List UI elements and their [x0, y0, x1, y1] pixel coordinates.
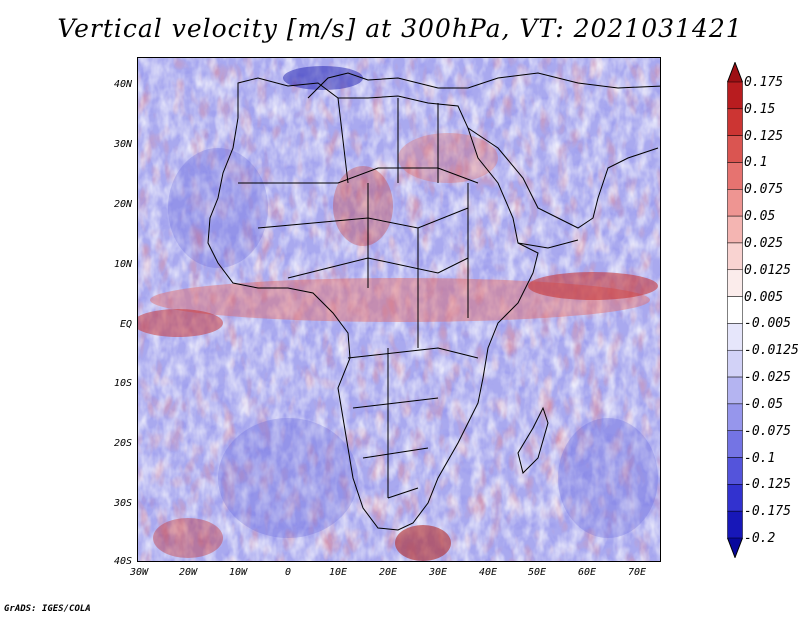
colorbar-swatch [727, 323, 743, 351]
lat-label-40s: 40S [113, 556, 132, 567]
colorbar-label: -0.075 [744, 423, 791, 439]
south-atlantic-band [153, 518, 223, 558]
lat-label-10s: 10S [113, 378, 132, 389]
lat-label-10n: 10N [113, 259, 132, 270]
colorbar-label: 0.025 [744, 235, 784, 251]
lon-label-20w: 20W [178, 567, 198, 578]
colorbar-swatch-bottom [727, 538, 743, 558]
colorbar-top-arrow [727, 62, 743, 83]
velocity-field [138, 58, 660, 561]
indian-ocean-band [528, 272, 658, 300]
colorbar-label: 0.0125 [744, 262, 791, 278]
coastlines [207, 72, 660, 531]
footer-credit: GrADS: IGES/COLA [4, 604, 91, 614]
colorbar-swatch [727, 135, 743, 163]
map-plot-area [137, 57, 661, 562]
atlantic-band [138, 309, 223, 337]
colorbar-swatch [727, 242, 743, 271]
colorbar-swatch [727, 162, 743, 190]
colorbar-swatch [727, 484, 743, 512]
chart-title: Vertical velocity [m/s] at 300hPa, VT: 2… [57, 14, 743, 43]
colorbar-label: -0.2 [744, 531, 776, 546]
field-neutral-texture [138, 58, 660, 561]
colorbar-bottom-arrow [727, 537, 743, 558]
lat-label-20s: 20S [113, 438, 132, 449]
colorbar-swatch [727, 376, 743, 405]
colorbar-label: -0.1 [744, 450, 776, 466]
lon-label-40e: 40E [478, 567, 498, 578]
colorbar [727, 62, 743, 558]
colorbar-swatch [727, 457, 743, 485]
cool-region-east [558, 418, 658, 538]
lon-label-30e: 30E [428, 567, 448, 578]
colorbar-label: 0.15 [744, 101, 776, 117]
colorbar-label: 0.175 [744, 75, 784, 90]
lon-label-10e: 10E [328, 567, 348, 578]
colorbar-label: -0.125 [744, 477, 791, 493]
colorbar-label: -0.0125 [744, 343, 799, 359]
colorbar-label: 0.1 [744, 155, 768, 171]
lat-label-30n: 30N [113, 139, 132, 150]
colorbar-swatch [727, 296, 743, 324]
colorbar-swatch [727, 430, 743, 458]
colorbar-swatch-top [727, 62, 743, 82]
cool-region-south [218, 418, 358, 538]
lon-label-10w: 10W [228, 567, 248, 578]
southern-africa-band [395, 525, 451, 561]
lat-label-20n: 20N [113, 199, 132, 210]
lon-label-50e: 50E [527, 567, 547, 578]
colorbar-swatch [727, 510, 743, 539]
colorbar-swatch [727, 189, 743, 217]
lon-label-60e: 60E [577, 567, 597, 578]
colorbar-label: 0.05 [744, 209, 776, 225]
colorbar-swatch [727, 215, 743, 244]
colorbar-swatch [727, 403, 743, 431]
lat-label-40n: 40N [113, 79, 132, 90]
colorbar-label: -0.005 [744, 316, 791, 332]
lat-label-30s: 30S [113, 498, 132, 509]
colorbar-label: -0.025 [744, 370, 791, 386]
colorbar-swatch [727, 81, 743, 110]
lon-label-70e: 70E [627, 567, 647, 578]
colorbar-label: -0.05 [744, 396, 784, 412]
colorbar-swatch [727, 108, 743, 136]
lon-label-20e: 20E [378, 567, 398, 578]
lon-label-0: 0 [284, 567, 292, 578]
lat-label-eq: EQ [119, 319, 132, 330]
colorbar-segments [727, 62, 743, 558]
north-africa-band [398, 133, 498, 183]
colorbar-label: 0.005 [744, 289, 784, 305]
colorbar-label: 0.125 [744, 128, 784, 144]
cool-region-west [168, 148, 268, 268]
colorbar-swatch [727, 349, 743, 378]
lon-label-30w: 30W [129, 567, 149, 578]
sahara-band [333, 166, 393, 246]
colorbar-label: 0.075 [744, 182, 784, 198]
colorbar-swatch [727, 269, 743, 297]
colorbar-label: -0.175 [744, 504, 791, 520]
